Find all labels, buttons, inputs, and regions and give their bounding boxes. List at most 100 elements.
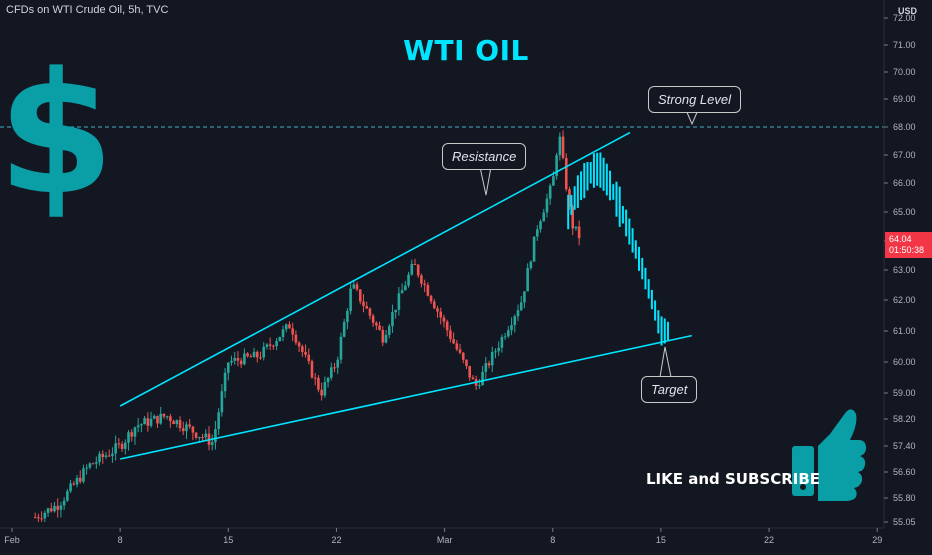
- candle-body: [349, 288, 352, 311]
- candle-body: [355, 284, 359, 290]
- price-tick-label: 58.20: [893, 414, 916, 424]
- price-tick-label: 72.00: [893, 13, 916, 23]
- candle-body: [375, 322, 378, 326]
- candle-body: [423, 283, 426, 285]
- candle-body: [574, 226, 578, 229]
- candle-body: [404, 285, 407, 291]
- strong-level-callout: Strong Level: [648, 86, 741, 113]
- candle-body: [387, 326, 391, 335]
- time-tick-label: 22: [331, 535, 341, 545]
- candle-body: [162, 413, 166, 417]
- candle-body: [272, 345, 275, 347]
- candle-body: [78, 477, 82, 482]
- candle-body: [249, 356, 253, 358]
- candle-body: [513, 316, 517, 326]
- candle-body: [107, 455, 111, 457]
- candle-body: [130, 432, 134, 437]
- candle-body: [519, 302, 523, 311]
- like-subscribe-text: LIKE and SUBSCRIBE: [646, 470, 821, 488]
- candle-body: [487, 363, 491, 366]
- candle-body: [75, 477, 79, 485]
- price-tick-label: 69.00: [893, 94, 916, 104]
- dollar-sign-glyph: $: [0, 36, 114, 232]
- candle-body: [40, 518, 43, 520]
- candle-body: [291, 328, 294, 335]
- candle-body: [532, 236, 536, 262]
- candle-body: [426, 284, 430, 296]
- symbol-header: CFDs on WTI Crude Oil, 5h, TVC: [6, 4, 169, 16]
- candle-body: [339, 336, 343, 360]
- candle-body: [104, 455, 108, 458]
- candle-body: [59, 505, 63, 510]
- price-tick-label: 67.00: [893, 150, 916, 160]
- candle-body: [294, 334, 298, 343]
- price-axis-bg: [884, 0, 932, 528]
- candle-body: [439, 311, 443, 318]
- candle-body: [500, 337, 504, 348]
- candle-body: [95, 462, 98, 464]
- candle-body: [88, 463, 92, 468]
- candle-body: [558, 136, 562, 156]
- price-tick-label: 66.00: [893, 178, 916, 188]
- candle-body: [252, 351, 256, 358]
- strong-level-callout-pointer: [685, 109, 699, 126]
- candle-body: [371, 315, 375, 323]
- candle-body: [185, 424, 188, 432]
- candle-body: [507, 330, 510, 337]
- candle-body: [72, 483, 76, 485]
- candle-body: [33, 517, 37, 519]
- candle-body: [336, 359, 340, 368]
- candle-body: [320, 389, 323, 396]
- candle-body: [310, 361, 314, 378]
- candle-body: [62, 500, 66, 506]
- candle-body: [333, 367, 336, 369]
- candle-body: [152, 415, 156, 419]
- dollar-sign-icon: $: [0, 36, 114, 232]
- candle-body: [542, 212, 546, 222]
- candle-body: [191, 426, 195, 433]
- trend-lines: [0, 109, 884, 460]
- candle-body: [330, 367, 333, 378]
- candle-body: [545, 198, 549, 213]
- candle-body: [529, 261, 533, 269]
- price-tick-label: 56.60: [893, 467, 916, 477]
- candle-body: [243, 353, 246, 365]
- thumbs-up-icon: [792, 409, 866, 501]
- candle-body: [394, 309, 397, 313]
- price-tick-label: 55.05: [893, 517, 916, 527]
- price-tick-label: 57.40: [893, 441, 916, 451]
- price-tick-label: 61.00: [893, 326, 916, 336]
- candle-body: [178, 420, 182, 429]
- candle-body: [471, 377, 475, 380]
- candle-body: [281, 329, 285, 337]
- candle-body: [442, 317, 446, 322]
- candle-body: [358, 289, 362, 302]
- candle-body: [503, 336, 507, 338]
- candle-body: [288, 324, 291, 329]
- candle-body: [301, 346, 304, 352]
- candle-body: [188, 424, 191, 427]
- candle-body: [307, 354, 311, 362]
- candle-body: [265, 344, 269, 347]
- time-tick-label: 22: [764, 535, 774, 545]
- currency-label: USD: [898, 6, 918, 16]
- candle-body: [548, 185, 552, 199]
- price-axis: 55.05 55.80 56.60 57.40 58.20 59.00 60.00 61.00…: [883, 0, 932, 528]
- candle-body: [236, 357, 240, 361]
- candle-body: [323, 382, 327, 396]
- chart-title: WTI OIL: [0, 34, 932, 67]
- candle-body: [458, 349, 462, 353]
- candle-body: [433, 301, 436, 309]
- target-callout-pointer: [659, 346, 672, 378]
- candle-body: [478, 385, 481, 387]
- candle-body: [568, 189, 571, 208]
- price-tick-label: 62.00: [893, 295, 916, 305]
- candle-body: [101, 453, 105, 458]
- candle-body: [127, 432, 130, 443]
- time-tick-label: 15: [656, 535, 666, 545]
- candle-body: [381, 329, 385, 343]
- candle-body: [539, 221, 542, 230]
- candle-body: [481, 371, 484, 386]
